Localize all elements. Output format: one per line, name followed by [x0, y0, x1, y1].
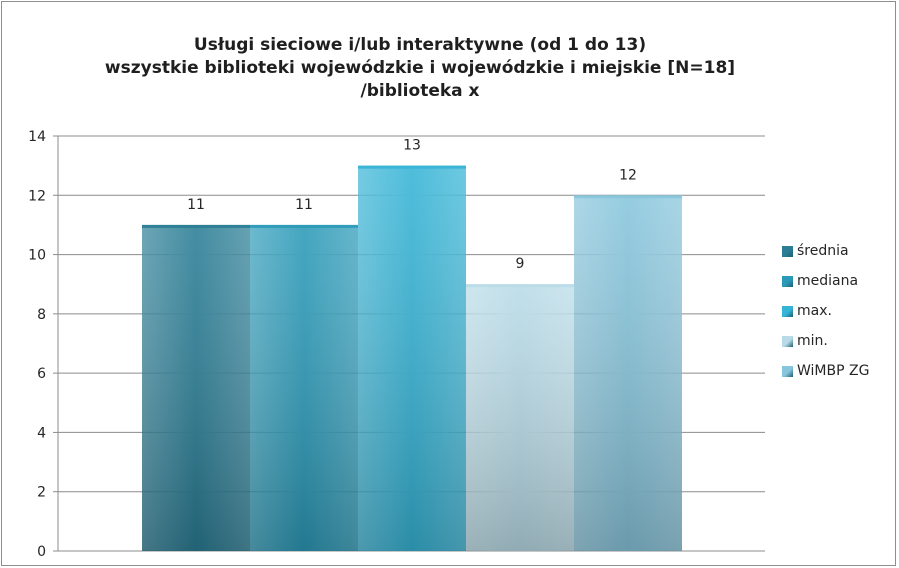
y-tick-label: 6	[37, 366, 46, 382]
chart-title: Usługi sieciowe i/lub interaktywne (od 1…	[40, 34, 800, 103]
bar-shading	[466, 284, 574, 551]
data-labels: 11 11 13 9 12	[187, 138, 637, 273]
data-label: 12	[619, 167, 637, 183]
legend-swatch	[782, 275, 793, 287]
legend-item-min: min.	[782, 326, 869, 356]
data-label: 13	[403, 138, 421, 154]
data-label: 11	[295, 197, 313, 213]
legend-swatch	[782, 335, 793, 347]
y-axis: 0 2 4 6 8 10 12 14	[28, 129, 59, 560]
y-tick-label: 4	[37, 425, 46, 441]
legend-item-srednia: średnia	[782, 236, 869, 266]
bar-shading	[358, 165, 466, 551]
data-label: 9	[516, 256, 525, 272]
bar-top-edge	[142, 224, 250, 228]
y-tick-label: 0	[37, 544, 46, 560]
y-tick-label: 12	[28, 188, 46, 204]
chart-title-line-3: /biblioteka x	[360, 81, 480, 101]
legend-label: min.	[797, 333, 828, 349]
y-tick-label: 14	[28, 129, 46, 145]
bar-top-edge	[250, 224, 358, 228]
legend-swatch	[782, 245, 793, 257]
y-tick-label: 2	[37, 485, 46, 501]
bar-top-edge	[358, 165, 466, 169]
legend-swatch	[782, 305, 793, 317]
bar-shading	[574, 195, 682, 552]
bar-shading	[250, 224, 358, 551]
legend-label: średnia	[797, 243, 849, 259]
y-tick-label: 10	[28, 248, 46, 264]
legend-item-max: max.	[782, 296, 869, 326]
bar-top-edge	[466, 284, 574, 288]
bars	[142, 165, 682, 552]
bar-top-edge	[574, 195, 682, 199]
legend-swatch	[782, 365, 793, 377]
bar-shading	[142, 224, 250, 551]
legend: średnia mediana max. min. WiMBP ZG	[782, 236, 869, 386]
legend-label: WiMBP ZG	[797, 363, 870, 379]
legend-label: max.	[797, 303, 832, 319]
legend-item-mediana: mediana	[782, 266, 869, 296]
legend-item-wimbp-zg: WiMBP ZG	[782, 356, 869, 386]
data-label: 11	[187, 197, 205, 213]
chart-title-line-1: Usługi sieciowe i/lub interaktywne (od 1…	[193, 35, 647, 55]
chart-title-line-2: wszystkie biblioteki wojewódzkie i wojew…	[104, 58, 736, 78]
legend-label: mediana	[797, 273, 859, 289]
y-tick-label: 8	[37, 307, 46, 323]
